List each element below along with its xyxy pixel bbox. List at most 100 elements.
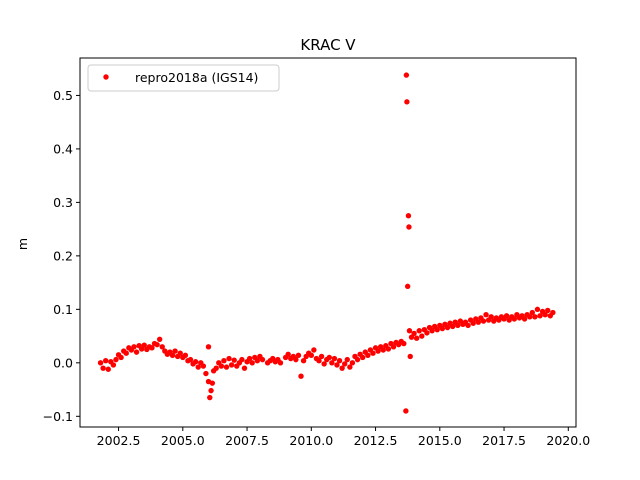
data-point: [298, 373, 304, 379]
data-point: [223, 364, 230, 370]
data-point: [470, 320, 476, 326]
data-point: [221, 357, 227, 364]
data-point: [483, 312, 489, 318]
data-point: [444, 324, 451, 331]
data-point: [177, 350, 183, 356]
data-point: [405, 213, 412, 219]
x-tick-label: 2017.5: [482, 433, 526, 448]
data-point: [149, 345, 155, 351]
data-point: [419, 333, 425, 339]
data-point: [537, 313, 543, 319]
y-tick-label: 0.2: [53, 248, 73, 263]
data-point: [200, 363, 207, 369]
data-point: [532, 314, 538, 320]
data-point: [123, 350, 129, 356]
data-point: [413, 335, 420, 341]
data-point: [154, 341, 160, 348]
data-point: [318, 353, 325, 360]
data-point: [246, 355, 253, 362]
data-point: [375, 348, 381, 354]
data-point: [424, 330, 430, 336]
data-point: [416, 328, 422, 334]
data-point: [208, 387, 214, 394]
legend-marker: [103, 74, 109, 80]
y-tick-label: 0.1: [53, 302, 73, 317]
data-point: [339, 365, 345, 371]
y-tick-label: 0.0: [53, 355, 73, 370]
data-point: [534, 306, 541, 313]
plot-frame: [79, 57, 577, 428]
data-point: [113, 356, 119, 363]
data-point: [156, 336, 163, 342]
data-point: [326, 354, 332, 361]
data-point: [550, 309, 556, 316]
plot-area: 2002.5 2005.0 2007.5 2010.0 2012.5 2015.0 2017…: [43, 57, 590, 448]
data-point: [342, 361, 348, 367]
y-axis-label: m: [15, 238, 30, 250]
x-tick-label: 2002.5: [97, 433, 141, 448]
legend-box: [87, 64, 280, 92]
data-point: [110, 362, 117, 368]
y-tick-label: 0.5: [53, 88, 73, 103]
data-point: [295, 352, 302, 359]
data-point: [226, 355, 232, 362]
x-tick-label: 2007.5: [225, 433, 269, 448]
data-point: [390, 344, 397, 350]
data-point: [527, 314, 533, 320]
data-point: [308, 352, 314, 359]
data-point: [192, 359, 199, 365]
data-point: [213, 365, 219, 371]
data-point: [231, 357, 237, 363]
data-point: [254, 357, 261, 364]
data-point: [259, 356, 266, 363]
x-tick-label: 2015.0: [418, 433, 462, 448]
data-point: [103, 357, 109, 364]
data-point: [239, 356, 245, 363]
data-point: [182, 352, 189, 359]
data-point: [195, 364, 201, 370]
data-point: [542, 312, 548, 318]
y-tick-label: −0.1: [43, 409, 73, 424]
data-point: [249, 360, 255, 366]
data-point: [205, 344, 212, 350]
data-point: [521, 316, 528, 322]
data-point: [359, 354, 366, 361]
data-point: [545, 307, 551, 314]
x-tick-label: 2005.0: [161, 433, 205, 448]
legend: repro2018a (IGS14): [87, 64, 280, 92]
data-point: [311, 347, 317, 353]
data-point: [354, 356, 361, 363]
data-point: [172, 348, 178, 354]
data-point: [285, 351, 291, 357]
data-point: [475, 319, 482, 325]
data-point: [406, 224, 412, 230]
data-point: [344, 356, 350, 363]
data-point: [277, 360, 284, 366]
data-point: [118, 354, 124, 361]
data-point: [403, 408, 409, 414]
data-point: [380, 347, 386, 353]
data-point: [411, 330, 417, 337]
data-point: [407, 353, 413, 360]
x-tick-label: 2010.0: [289, 433, 333, 448]
legend-series-label: repro2018a (IGS14): [135, 70, 258, 85]
data-point: [503, 313, 510, 319]
data-point: [480, 318, 487, 324]
data-point: [228, 362, 235, 368]
data-point: [131, 344, 137, 350]
data-point: [406, 328, 413, 334]
data-point: [455, 322, 461, 329]
data-point: [105, 366, 111, 372]
data-point: [100, 365, 106, 371]
data-point: [133, 349, 140, 355]
data-point: [511, 316, 518, 322]
data-point: [169, 352, 176, 359]
data-point: [403, 72, 410, 78]
x-tick-label: 2020.0: [546, 433, 590, 448]
data-point: [336, 357, 343, 364]
data-point: [159, 344, 165, 350]
data-point: [488, 314, 494, 320]
data-point: [209, 380, 216, 386]
data-point: [293, 356, 299, 363]
